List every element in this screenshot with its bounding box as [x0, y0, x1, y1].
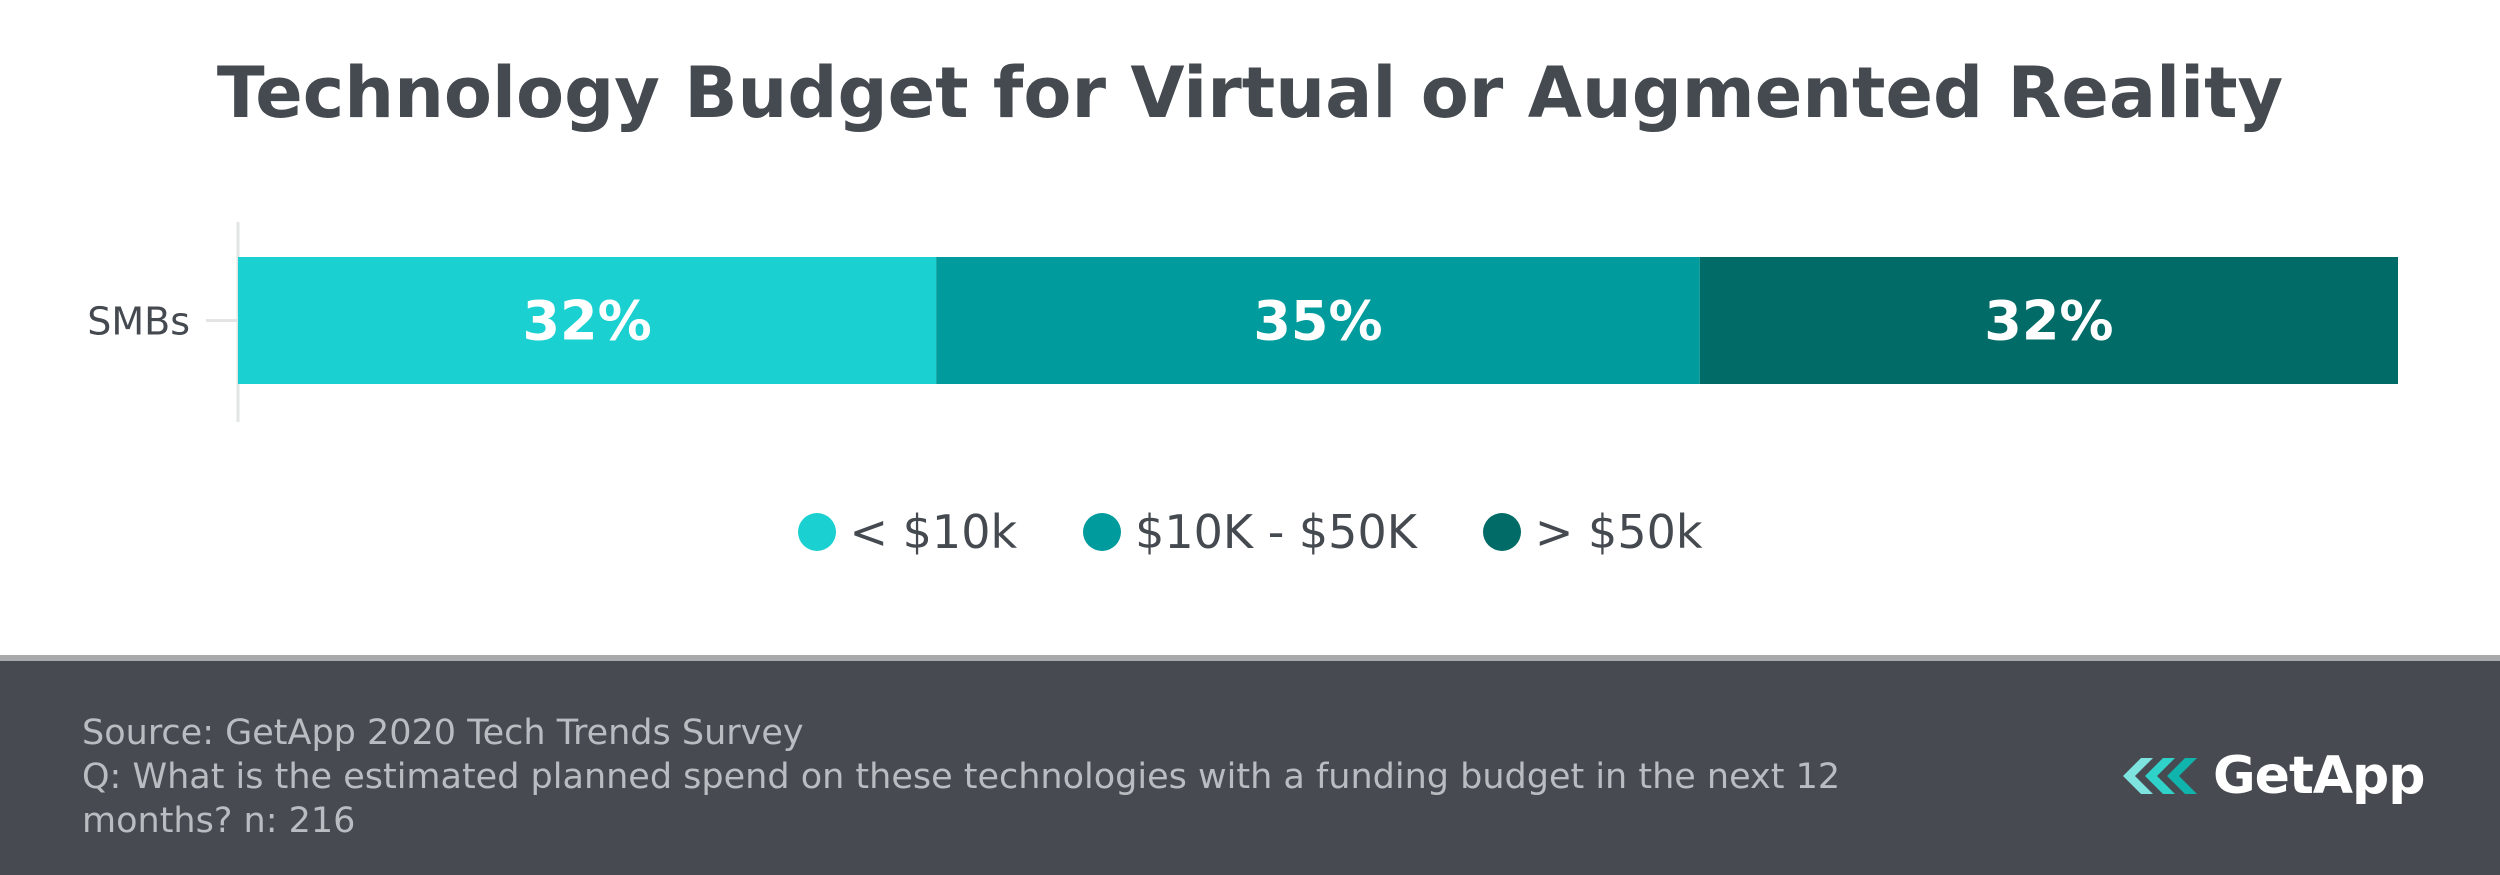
- legend-label: $10K - $50K: [1135, 505, 1417, 559]
- bar-segment: [1699, 257, 2398, 384]
- footer-notes: Source: GetApp 2020 Tech Trends Survey Q…: [82, 711, 1842, 843]
- getapp-chevrons-icon: [2123, 758, 2197, 794]
- question-note-line-1: Q: What is the estimated planned spend o…: [82, 757, 1841, 797]
- bar-segment: [238, 257, 937, 384]
- legend-item: $10K - $50K: [1083, 505, 1417, 559]
- legend-swatch: [1083, 513, 1122, 551]
- legend-label: > $50k: [1534, 505, 1703, 559]
- legend-swatch: [797, 513, 836, 551]
- legend-item: > $50k: [1482, 505, 1703, 559]
- getapp-logo-text: GetApp: [2213, 746, 2425, 806]
- legend-label: < $10k: [849, 505, 1018, 559]
- legend-item: < $10k: [797, 505, 1018, 559]
- bar-data-label: 35%: [1253, 290, 1382, 353]
- chart-plot: SMBs 32% 35% 32%: [87, 222, 2398, 422]
- footer: Source: GetApp 2020 Tech Trends Survey Q…: [0, 655, 2500, 875]
- y-tick-label: SMBs: [87, 300, 190, 344]
- bar-data-label: 32%: [522, 290, 651, 353]
- chart-title: Technology Budget for Virtual or Augment…: [216, 52, 2284, 134]
- legend-swatch: [1482, 513, 1521, 551]
- getapp-logo: GetApp: [2123, 746, 2425, 806]
- source-note: Source: GetApp 2020 Tech Trends Survey: [82, 713, 804, 753]
- bar-data-label: 32%: [1984, 290, 2113, 353]
- chart-legend: < $10k $10K - $50K > $50k: [0, 505, 2500, 559]
- question-note-line-2: months? n: 216: [82, 801, 356, 841]
- bar-segment: [936, 257, 1700, 384]
